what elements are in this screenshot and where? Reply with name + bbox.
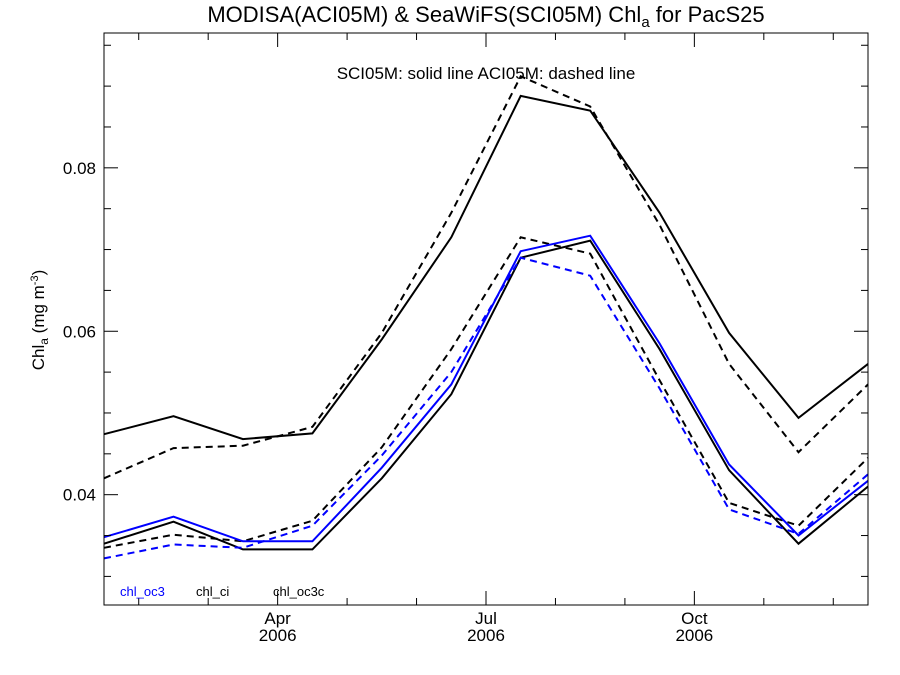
series-chl_oc3c-aci05m [103,236,869,549]
y-axis-label-subscript: a [37,338,51,345]
x-tick-label-month: Jul [475,609,497,628]
legend-item-chl_ci: chl_ci [196,584,229,599]
y-axis-label: Chla (mg m-3) [29,270,51,371]
series-chl_ci-sci05m [103,94,869,441]
chart-title: MODISA(ACI05M) & SeaWiFS(SCI05M) Chla fo… [207,2,764,31]
legend-item-chl_oc3: chl_oc3 [120,584,165,599]
x-tick-label-year: 2006 [259,626,297,645]
plot-lines [103,75,869,560]
chart-title-suffix: for PacS25 [650,2,765,27]
legend-item-chl_oc3c: chl_oc3c [273,584,325,599]
chart-title-subscript: a [641,14,650,31]
y-axis-label-mid: (mg m [29,285,48,338]
series-chl_oc3c-sci05m [103,239,869,551]
series-chl_ci-aci05m [103,75,869,480]
y-axis-label-main: Chl [29,345,48,371]
series-chl_oc3-sci05m [103,234,869,543]
x-tick-label-year: 2006 [675,626,713,645]
chart-title-main: MODISA(ACI05M) & SeaWiFS(SCI05M) Chl [207,2,641,27]
y-tick-label: 0.04 [63,486,96,505]
y-tick-label: 0.08 [63,159,96,178]
x-tick-label-year: 2006 [467,626,505,645]
legend: chl_oc3 chl_ci chl_oc3c [120,584,325,599]
y-axis-label-suffix: ) [29,270,48,276]
y-tick-label: 0.06 [63,322,96,341]
x-tick-label-month: Oct [681,609,708,628]
series-chl_oc3-aci05m [103,256,869,560]
line-style-annotation: SCI05M: solid line ACI05M: dashed line [337,64,636,83]
y-axis-label-superscript: -3 [29,275,41,285]
x-tick-label-month: Apr [264,609,291,628]
